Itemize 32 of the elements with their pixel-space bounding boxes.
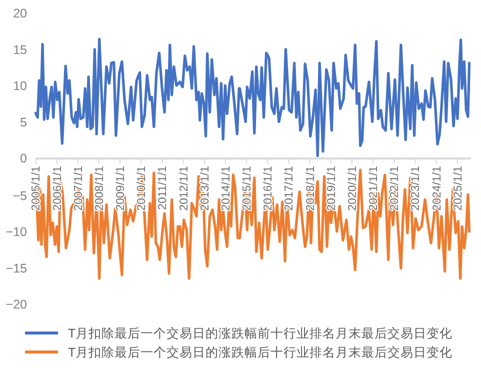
x-tick-label: 2012/1/1 (178, 166, 190, 211)
y-tick-label: −20 (6, 298, 28, 312)
x-tick-label: 2020/1/1 (346, 166, 359, 211)
x-tick-label: 2023/1/1 (410, 166, 422, 211)
x-tick-label: 2016/1/1 (262, 166, 275, 211)
y-tick-label: −5 (12, 188, 28, 203)
y-tick-label: 5 (20, 115, 28, 130)
legend-label: T月扣除最后一个交易日的涨跌幅前十行业排名月末最后交易日变化 (68, 326, 453, 340)
y-tick-label: 0 (20, 152, 28, 166)
x-tick-label: 2024/1/1 (431, 166, 444, 211)
x-tick-label: 2013/1/1 (199, 166, 212, 211)
y-tick-label: −15 (6, 261, 28, 276)
y-tick-label: 20 (13, 6, 28, 20)
legend-label: T月扣除最后一个交易日的涨跌幅后十行业排名月末最后交易日变化 (68, 344, 453, 360)
x-tick-label: 2011/1/1 (157, 166, 170, 210)
x-tick-label: 2019/1/1 (326, 166, 338, 211)
x-tick-label: 2014/1/1 (220, 166, 232, 211)
x-tick-label: 2009/1/1 (115, 166, 128, 211)
x-tick-label: 2025/1/1 (452, 166, 464, 211)
y-tick-label: 15 (13, 42, 28, 57)
x-tick-label: 2021/1/1 (368, 166, 380, 211)
x-tick-label: 2018/1/1 (304, 166, 317, 211)
x-tick-label: 2005/1/1 (30, 166, 43, 211)
x-tick-label: 2017/1/1 (284, 166, 296, 211)
x-tick-label: 2015/1/1 (242, 166, 254, 211)
x-tick-label: 2007/1/1 (72, 166, 85, 211)
x-tick-label: 2010/1/1 (136, 166, 148, 211)
x-tick-label: 2006/1/1 (52, 166, 64, 211)
y-tick-label: −10 (6, 225, 28, 239)
y-tick-label: 10 (13, 79, 28, 93)
x-tick-label: 2008/1/1 (94, 166, 106, 211)
x-tick-label: 2022/1/1 (389, 166, 402, 211)
